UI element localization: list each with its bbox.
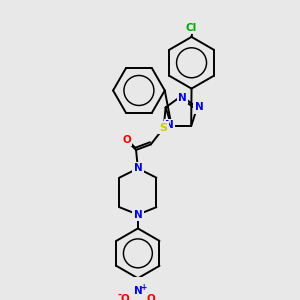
Text: O: O	[146, 294, 155, 300]
Text: +: +	[140, 283, 147, 292]
Text: N: N	[134, 286, 143, 296]
Text: Cl: Cl	[186, 23, 197, 33]
Text: N: N	[134, 210, 142, 220]
Text: N: N	[195, 103, 203, 112]
Text: N: N	[178, 93, 187, 103]
Text: O: O	[122, 135, 131, 145]
Text: N: N	[134, 164, 142, 173]
Text: -: -	[117, 290, 122, 300]
Text: N: N	[165, 120, 174, 130]
Text: O: O	[121, 294, 129, 300]
Text: S: S	[160, 123, 168, 133]
